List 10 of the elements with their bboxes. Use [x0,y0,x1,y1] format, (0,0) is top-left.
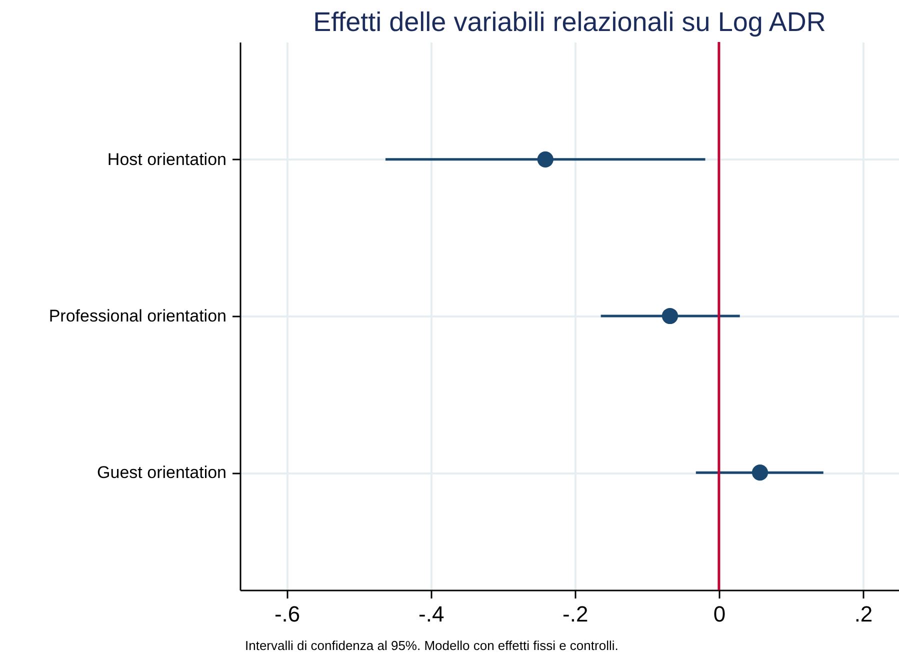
x-tick-label: -.2 [562,602,588,626]
x-tick-label: .2 [854,602,873,626]
x-tick-label: -.4 [418,602,444,626]
y-tick-label: Guest orientation [97,463,226,482]
chart-title: Effetti delle variabili relazionali su Log ADR [313,6,826,37]
x-tick-label: -.6 [274,602,300,626]
y-tick-label: Host orientation [107,150,226,169]
x-tick-label: 0 [713,602,726,626]
text: Intervalli di confidenza al 95%. Modello con effetti fissi e controlli. [245,638,618,653]
y-tick-label: Professional orientation [48,306,226,326]
